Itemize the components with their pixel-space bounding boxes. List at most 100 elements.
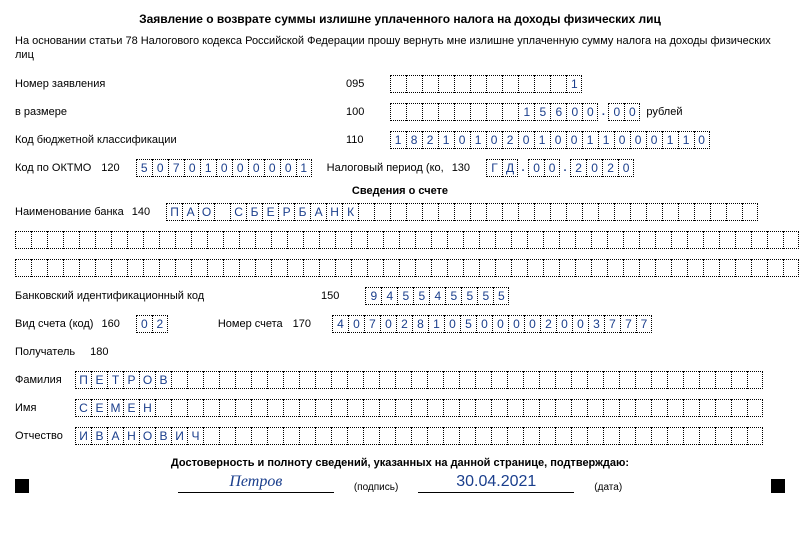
- signature-value: Петров: [178, 473, 334, 493]
- cell: [315, 399, 331, 417]
- cell: 5: [461, 287, 477, 305]
- cell: [171, 399, 187, 417]
- cell: [411, 371, 427, 389]
- row-oktmo-period: Код по ОКТМО 120 50701000001 Налоговый п…: [15, 157, 785, 179]
- cell: [603, 427, 619, 445]
- cell: [395, 427, 411, 445]
- cell: 1: [428, 315, 444, 333]
- form-title: Заявление о возврате суммы излишне уплач…: [15, 12, 785, 26]
- cells-name: СЕМЕН: [75, 399, 763, 417]
- cell: [267, 371, 283, 389]
- cell: [422, 103, 438, 121]
- cell: [395, 371, 411, 389]
- cell: О: [198, 203, 214, 221]
- cell: [619, 427, 635, 445]
- cell: [406, 103, 422, 121]
- cell: [731, 371, 747, 389]
- cell: [667, 427, 683, 445]
- cell: [287, 231, 303, 249]
- cell: [715, 427, 731, 445]
- cell: Р: [123, 371, 139, 389]
- cells-acct-num: 40702810500002003777: [332, 315, 652, 333]
- cell: [379, 399, 395, 417]
- cell: [486, 75, 502, 93]
- label-patronymic: Отчество: [15, 430, 75, 442]
- cell: Р: [278, 203, 294, 221]
- cell: [406, 75, 422, 93]
- cell: 0: [454, 131, 470, 149]
- cell: [751, 259, 767, 277]
- label-app-number: Номер заявления: [15, 78, 340, 90]
- cell: Е: [123, 399, 139, 417]
- cell: [251, 399, 267, 417]
- cells-bank-name-2: [15, 231, 799, 249]
- label-recipient: Получатель: [15, 346, 75, 358]
- cell: [367, 231, 383, 249]
- cell: [454, 75, 470, 93]
- cell: [15, 231, 31, 249]
- cell: С: [230, 203, 246, 221]
- cell: [411, 427, 427, 445]
- cell: [239, 231, 255, 249]
- cell: [555, 399, 571, 417]
- cell: [15, 259, 31, 277]
- cell: [319, 259, 335, 277]
- cell: Д: [502, 159, 518, 177]
- cells-bank-name: ПАОСБЕРБАНК: [166, 203, 758, 221]
- cell: [635, 427, 651, 445]
- account-section-header: Сведения о счете: [15, 185, 785, 197]
- cell: К: [342, 203, 358, 221]
- cell: [607, 231, 623, 249]
- code-acct-num: 170: [293, 318, 311, 330]
- label-bank-name: Наименование банка: [15, 206, 124, 218]
- cell: [191, 259, 207, 277]
- cell: Н: [326, 203, 342, 221]
- cell: 0: [624, 103, 640, 121]
- cell: 0: [608, 103, 624, 121]
- cell: 7: [364, 315, 380, 333]
- cells-amount-dec: 00: [608, 103, 640, 121]
- cell: [335, 231, 351, 249]
- cells-acct-type: 02: [136, 315, 168, 333]
- cell: 7: [604, 315, 620, 333]
- cell: 0: [566, 103, 582, 121]
- cell: [623, 259, 639, 277]
- cell: 0: [694, 131, 710, 149]
- cell: [646, 203, 662, 221]
- cell: Е: [262, 203, 278, 221]
- cell: [555, 427, 571, 445]
- cell: [459, 371, 475, 389]
- cell: [219, 399, 235, 417]
- cell: Н: [139, 399, 155, 417]
- cell: [635, 399, 651, 417]
- cell: [358, 203, 374, 221]
- cell: [539, 399, 555, 417]
- cell: [507, 399, 523, 417]
- cell: [390, 75, 406, 93]
- cell: [459, 427, 475, 445]
- cell: 4: [429, 287, 445, 305]
- cell: 2: [540, 315, 556, 333]
- cell: 7: [636, 315, 652, 333]
- cell: 2: [602, 159, 618, 177]
- cell: [598, 203, 614, 221]
- cell: 9: [365, 287, 381, 305]
- cell: 0: [152, 159, 168, 177]
- cell: [431, 231, 447, 249]
- cell: [694, 203, 710, 221]
- cell: 5: [413, 287, 429, 305]
- cell: [383, 231, 399, 249]
- cell: [619, 371, 635, 389]
- cell: [703, 259, 719, 277]
- cell: [603, 371, 619, 389]
- footer-statement: Достоверность и полноту сведений, указан…: [15, 457, 785, 469]
- code-tax-period: 130: [452, 162, 470, 174]
- cell: [351, 259, 367, 277]
- cell: 1: [566, 75, 582, 93]
- cell: [543, 231, 559, 249]
- label-bik: Банковский идентификационный код: [15, 290, 315, 302]
- cell: 1: [598, 131, 614, 149]
- cell: [223, 259, 239, 277]
- cells-period-g3: 2020: [570, 159, 634, 177]
- cell: [47, 231, 63, 249]
